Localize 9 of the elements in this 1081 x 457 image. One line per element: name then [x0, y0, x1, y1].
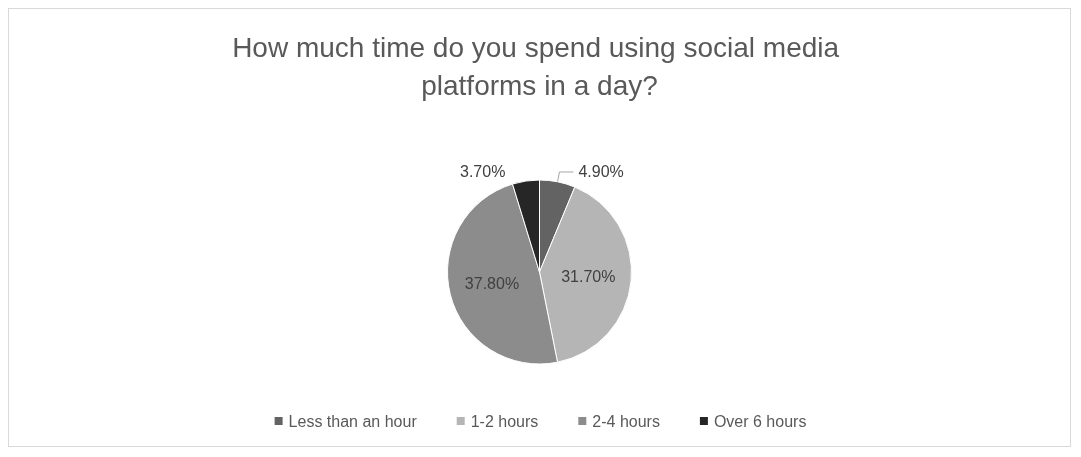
legend-label: Over 6 hours [713, 412, 807, 430]
data-label: 31.70% [561, 268, 616, 286]
data-label: 4.90% [578, 163, 624, 181]
chart-title: How much time do you spend using social media platforms in a day? [232, 31, 847, 101]
legend-label: Less than an hour [288, 412, 418, 430]
legend-label: 2-4 hours [592, 412, 660, 430]
legend-label: 1-2 hours [470, 412, 539, 430]
data-label: 3.70% [460, 162, 506, 180]
data-label: 37.80% [464, 275, 520, 293]
